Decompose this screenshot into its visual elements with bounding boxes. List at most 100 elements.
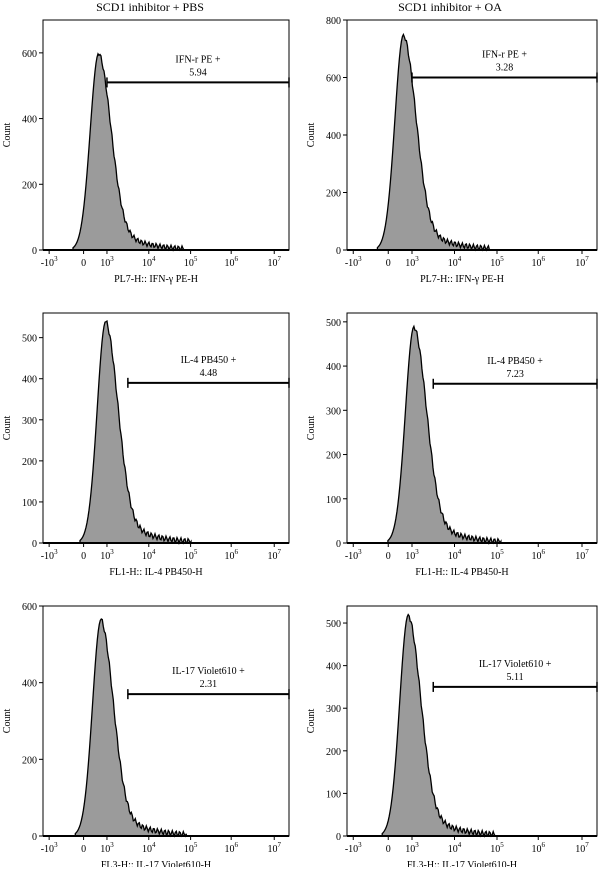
y-tick-label: 500 bbox=[326, 318, 341, 329]
x-tick-label: 107 bbox=[575, 255, 589, 269]
x-tick-label: 103 bbox=[100, 548, 114, 562]
x-tick-label: -103 bbox=[41, 548, 58, 562]
y-tick-label: 200 bbox=[326, 189, 341, 200]
x-tick-label: -103 bbox=[345, 548, 362, 562]
y-axis-label: Count bbox=[306, 416, 317, 441]
x-tick-label: 107 bbox=[267, 255, 281, 269]
x-tick-label: 104 bbox=[448, 255, 462, 269]
y-tick-label: 200 bbox=[22, 755, 37, 766]
x-tick-label: 105 bbox=[490, 841, 504, 855]
x-axis-label: FL3-H:: IL-17 Violet610-H bbox=[101, 860, 211, 867]
x-tick-label: 103 bbox=[100, 841, 114, 855]
y-tick-label: 0 bbox=[336, 539, 341, 550]
plot-frame bbox=[346, 19, 598, 251]
x-tick-label: 106 bbox=[224, 841, 238, 855]
x-tick-label: 107 bbox=[267, 548, 281, 562]
y-tick-label: 800 bbox=[326, 16, 341, 27]
y-tick-label: 400 bbox=[326, 131, 341, 142]
x-tick-label: 105 bbox=[490, 548, 504, 562]
x-tick-label: 106 bbox=[224, 548, 238, 562]
y-tick-label: 300 bbox=[326, 704, 341, 715]
x-tick-label: 103 bbox=[405, 841, 419, 855]
y-tick-label: 600 bbox=[22, 49, 37, 60]
plot-frame bbox=[42, 605, 290, 837]
x-tick-label: 104 bbox=[142, 841, 156, 855]
gate-percent: 5.11 bbox=[507, 672, 524, 683]
x-tick-label: 103 bbox=[405, 255, 419, 269]
gate-percent: 4.48 bbox=[200, 368, 218, 379]
x-tick-label: 105 bbox=[184, 255, 198, 269]
gate-percent: 3.28 bbox=[496, 63, 514, 74]
y-tick-label: 200 bbox=[22, 457, 37, 468]
y-tick-label: 400 bbox=[326, 662, 341, 673]
x-tick-label: 105 bbox=[184, 841, 198, 855]
y-tick-label: 600 bbox=[22, 602, 37, 613]
x-tick-label: 105 bbox=[184, 548, 198, 562]
gate-label: IL-17 Violet610 + bbox=[479, 659, 552, 670]
gate-label: IFN-r PE + bbox=[175, 54, 220, 65]
y-axis-label: Count bbox=[306, 123, 317, 148]
column-title-oa: SCD1 inhibitor + OA bbox=[398, 0, 502, 14]
x-tick-label: 103 bbox=[405, 548, 419, 562]
gate-percent: 7.23 bbox=[506, 369, 524, 380]
x-tick-label: 104 bbox=[448, 548, 462, 562]
x-tick-label: 107 bbox=[575, 548, 589, 562]
x-tick-label: 0 bbox=[386, 551, 391, 562]
x-tick-label: 107 bbox=[575, 841, 589, 855]
histogram-area bbox=[387, 324, 502, 545]
x-tick-label: -103 bbox=[345, 255, 362, 269]
y-axis-label: Count bbox=[2, 123, 13, 148]
x-tick-label: -103 bbox=[41, 841, 58, 855]
x-tick-label: 103 bbox=[100, 255, 114, 269]
y-tick-label: 400 bbox=[22, 115, 37, 126]
histogram-area bbox=[376, 32, 491, 252]
gate-percent: 5.94 bbox=[189, 67, 207, 78]
y-tick-label: 300 bbox=[22, 416, 37, 427]
y-tick-label: 400 bbox=[326, 362, 341, 373]
y-tick-label: 100 bbox=[22, 498, 37, 509]
histogram-panel-2: 0 100 200 300 400 500 -103 0 103 104 105 106 107 FL1-… bbox=[2, 312, 290, 578]
y-tick-label: 100 bbox=[326, 495, 341, 506]
y-tick-label: 400 bbox=[22, 375, 37, 386]
histogram-area bbox=[72, 52, 186, 252]
gate-label: IL-4 PB450 + bbox=[181, 355, 237, 366]
x-tick-label: 0 bbox=[81, 844, 86, 855]
x-axis-label: PL7-H:: IFN-γ PE-H bbox=[114, 274, 198, 285]
y-axis-label: Count bbox=[2, 416, 13, 441]
histogram-area bbox=[74, 618, 187, 838]
x-tick-label: 0 bbox=[386, 258, 391, 269]
y-tick-label: 100 bbox=[326, 789, 341, 800]
x-tick-label: 106 bbox=[532, 255, 546, 269]
histogram-area bbox=[79, 320, 192, 546]
gate-label: IL-17 Violet610 + bbox=[172, 666, 245, 677]
x-tick-label: 0 bbox=[81, 258, 86, 269]
x-tick-label: -103 bbox=[345, 841, 362, 855]
x-tick-label: 106 bbox=[224, 255, 238, 269]
y-tick-label: 0 bbox=[336, 832, 341, 843]
x-tick-label: 106 bbox=[532, 841, 546, 855]
plot-frame bbox=[346, 312, 598, 544]
y-tick-label: 500 bbox=[326, 619, 341, 630]
y-tick-label: 200 bbox=[326, 451, 341, 462]
y-tick-label: 200 bbox=[326, 747, 341, 758]
x-tick-label: 105 bbox=[490, 255, 504, 269]
x-tick-label: -103 bbox=[41, 255, 58, 269]
y-axis-label: Count bbox=[306, 709, 317, 734]
x-axis-label: PL7-H:: IFN-γ PE-H bbox=[420, 274, 504, 285]
x-axis-label: FL3-H:: IL-17 Violet610-H bbox=[407, 860, 517, 867]
gate-percent: 2.31 bbox=[200, 679, 218, 690]
y-tick-label: 0 bbox=[336, 246, 341, 257]
x-tick-label: 107 bbox=[267, 841, 281, 855]
x-tick-label: 104 bbox=[142, 255, 156, 269]
x-tick-label: 104 bbox=[448, 841, 462, 855]
y-tick-label: 300 bbox=[326, 406, 341, 417]
gate-label: IFN-r PE + bbox=[482, 50, 527, 61]
x-axis-label: FL1-H:: IL-4 PB450-H bbox=[109, 567, 202, 578]
column-title-pbs: SCD1 inhibitor + PBS bbox=[96, 0, 204, 14]
x-tick-label: 0 bbox=[81, 551, 86, 562]
y-tick-label: 400 bbox=[22, 679, 37, 690]
